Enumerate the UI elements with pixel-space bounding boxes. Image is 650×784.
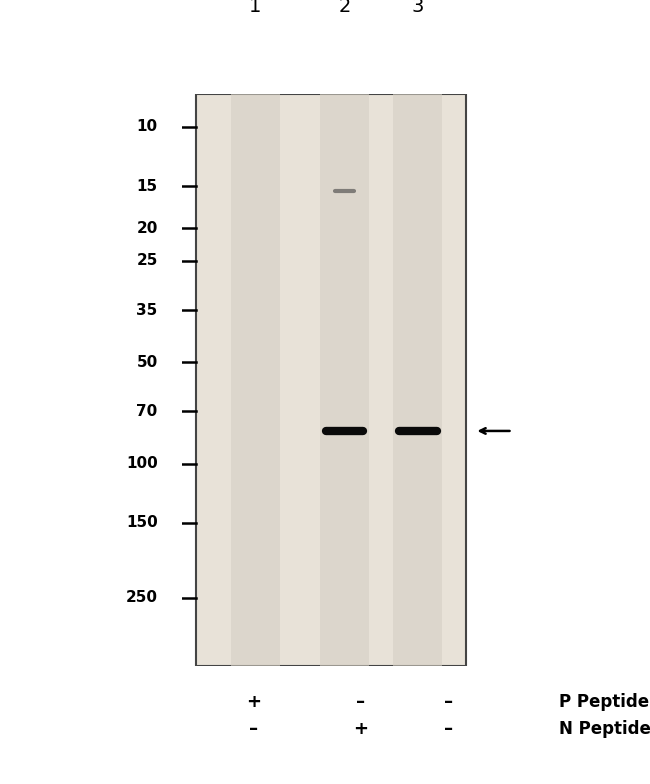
Bar	[393, 94, 442, 666]
Text: 3: 3	[411, 0, 424, 16]
Text: 250: 250	[125, 590, 157, 605]
Bar	[231, 94, 280, 666]
Text: –: –	[249, 720, 258, 738]
Text: 35: 35	[136, 303, 157, 318]
Text: –: –	[444, 693, 453, 710]
Text: 25: 25	[136, 253, 157, 268]
Text: P Peptide: P Peptide	[559, 693, 649, 710]
Text: 70: 70	[136, 404, 157, 419]
Text: –: –	[356, 693, 365, 710]
Text: 10: 10	[136, 119, 157, 134]
Text: 15: 15	[136, 179, 157, 194]
Bar	[320, 94, 369, 666]
Text: –: –	[444, 720, 453, 738]
FancyBboxPatch shape	[196, 94, 467, 666]
Text: 150: 150	[126, 515, 157, 531]
Text: 100: 100	[126, 456, 157, 471]
Text: +: +	[246, 693, 261, 710]
Text: 50: 50	[136, 354, 157, 370]
Text: +: +	[353, 720, 369, 738]
Text: N Peptide: N Peptide	[559, 720, 650, 738]
Text: 20: 20	[136, 220, 157, 236]
Text: 1: 1	[249, 0, 261, 16]
Text: 2: 2	[338, 0, 351, 16]
